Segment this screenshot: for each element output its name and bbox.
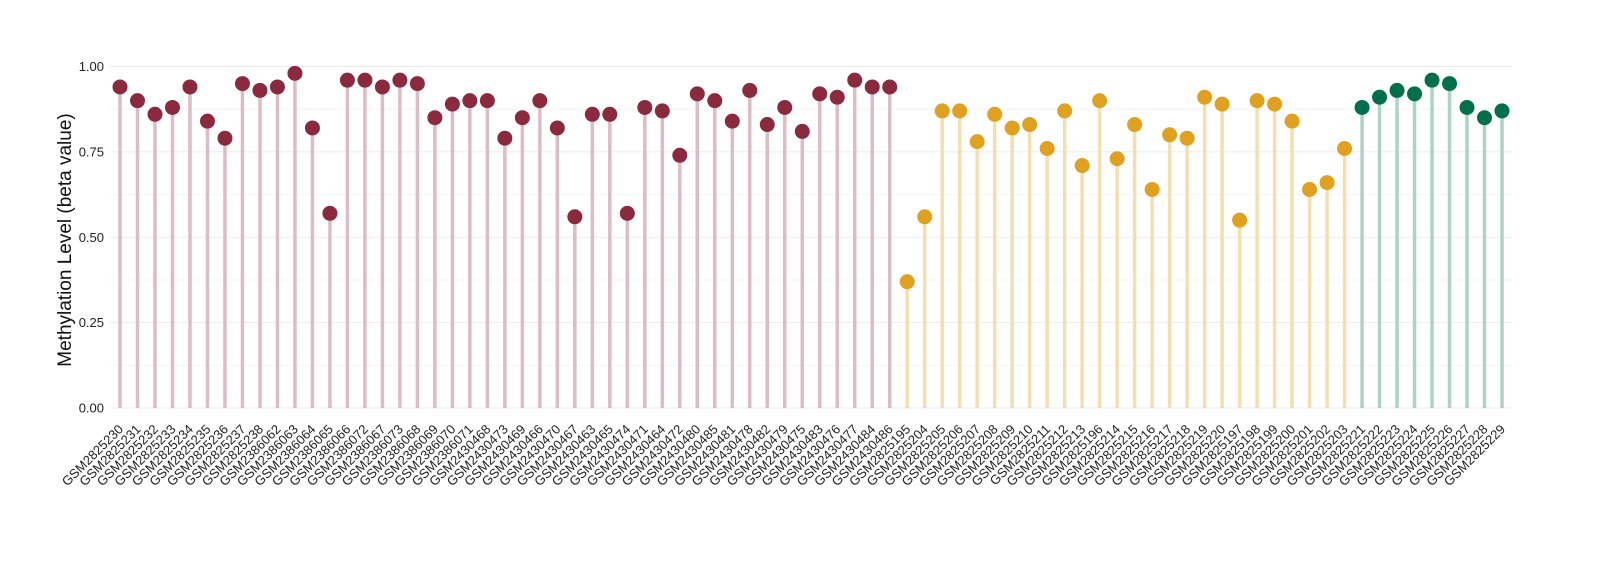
lollipop-point [969, 134, 985, 150]
lollipop-point [1127, 117, 1143, 133]
y-tick-label: 0.25 [79, 315, 104, 330]
lollipop-point [794, 123, 810, 139]
lollipop-point [672, 147, 688, 163]
lollipop-point [1057, 103, 1073, 119]
grid-lines [110, 66, 1512, 409]
lollipop-point [654, 103, 670, 119]
lollipop-point [514, 110, 530, 126]
lollipop-point [1302, 181, 1318, 197]
lollipop-point [812, 86, 828, 102]
lollipop-point [567, 209, 583, 225]
lollipop-point [1372, 89, 1388, 105]
lollipop-point [304, 120, 320, 136]
lollipop-point [1459, 99, 1475, 115]
lollipop-point [1337, 140, 1353, 156]
lollipop-point [497, 130, 513, 146]
y-axis-title: Methylation Level (beta value) [55, 113, 76, 366]
lollipop-point [549, 120, 565, 136]
lollipop-point [1284, 113, 1300, 129]
lollipop-point [899, 274, 915, 290]
lollipop-point [1232, 212, 1248, 228]
lollipop-point [199, 113, 215, 129]
lollipop-point [409, 76, 425, 92]
lollipop-stems [118, 73, 1504, 408]
lollipop-point [532, 93, 548, 109]
lollipop-point [1179, 130, 1195, 146]
lollipop-point [287, 65, 303, 81]
lollipop-point [129, 93, 145, 109]
y-tick-label: 0.50 [79, 230, 104, 245]
lollipop-point [427, 110, 443, 126]
lollipop-point [357, 72, 373, 88]
lollipop-point [1004, 120, 1020, 136]
x-axis-ticks: GSM2825230GSM2825231GSM2825232GSM2825233… [59, 422, 1508, 489]
lollipop-point [1039, 140, 1055, 156]
lollipop-point [1249, 93, 1265, 109]
lollipop-point [917, 209, 933, 225]
lollipop-point [1389, 82, 1405, 98]
lollipop-point [829, 89, 845, 105]
y-tick-label: 0.75 [79, 144, 104, 159]
lollipop-point [602, 106, 618, 122]
lollipop-point [392, 72, 408, 88]
lollipop-point [1407, 86, 1423, 102]
lollipop-point [707, 93, 723, 109]
lollipop-point [1494, 103, 1510, 119]
lollipop-point [987, 106, 1003, 122]
lollipop-point [1197, 89, 1213, 105]
lollipop-point [322, 205, 338, 221]
lollipop-point [689, 86, 705, 102]
lollipop-point [759, 117, 775, 133]
lollipop-point [777, 99, 793, 115]
lollipop-point [234, 76, 250, 92]
lollipop-point [637, 99, 653, 115]
lollipop-point [462, 93, 478, 109]
lollipop-point [444, 96, 460, 112]
lollipop-point [1144, 181, 1160, 197]
lollipop-point [584, 106, 600, 122]
lollipop-point [112, 79, 128, 95]
lollipop-point [742, 82, 758, 98]
lollipop-point [1022, 117, 1038, 133]
lollipop-point [1319, 175, 1335, 191]
lollipop-dots [112, 65, 1510, 290]
lollipop-point [1162, 127, 1178, 143]
lollipop-point [1424, 72, 1440, 88]
lollipop-point [1442, 76, 1458, 92]
lollipop-point [934, 103, 950, 119]
y-axis-ticks: 0.00 0.25 0.50 0.75 1.00 [79, 59, 104, 416]
lollipop-point [864, 79, 880, 95]
lollipop-point [164, 99, 180, 115]
lollipop-point [1214, 96, 1230, 112]
lollipop-point [1109, 151, 1125, 167]
lollipop-point [182, 79, 198, 95]
lollipop-point [1477, 110, 1493, 126]
lollipop-point [479, 93, 495, 109]
y-tick-label: 1.00 [79, 59, 104, 74]
lollipop-point [217, 130, 233, 146]
lollipop-point [147, 106, 163, 122]
lollipop-point [252, 82, 268, 98]
lollipop-point [619, 205, 635, 221]
lollipop-point [952, 103, 968, 119]
y-tick-label: 0.00 [79, 401, 104, 416]
lollipop-point [374, 79, 390, 95]
lollipop-point [269, 79, 285, 95]
lollipop-point [1092, 93, 1108, 109]
lollipop-point [1074, 158, 1090, 174]
lollipop-point [724, 113, 740, 129]
lollipop-point [339, 72, 355, 88]
lollipop-point [882, 79, 898, 95]
lollipop-point [1267, 96, 1283, 112]
lollipop-point [1354, 99, 1370, 115]
lollipop-point [847, 72, 863, 88]
